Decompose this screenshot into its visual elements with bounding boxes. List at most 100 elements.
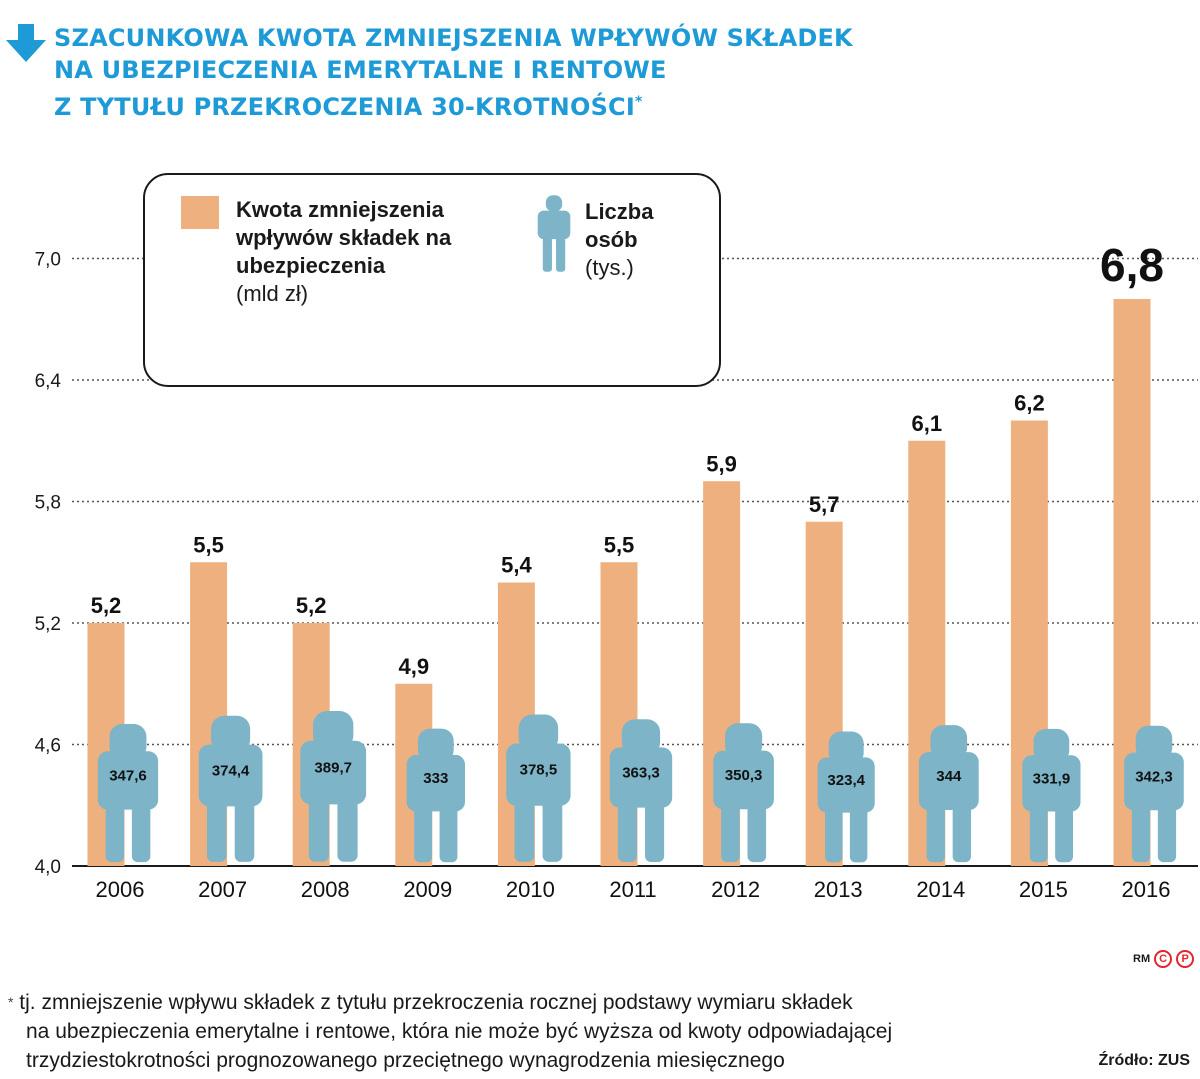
person-head [211, 715, 251, 753]
person-count-label: 331,9 [1033, 770, 1071, 787]
person-leg-left [825, 805, 843, 863]
person-count-label: 344 [936, 768, 962, 785]
footnote-line-3: trzydziestokrotności prognozowanego prze… [26, 1049, 785, 1072]
x-tick-label: 2014 [916, 877, 965, 902]
person-icon [1124, 725, 1184, 863]
person-body [97, 751, 159, 810]
person-leg-right [1157, 802, 1177, 863]
bar-value-label: 6,1 [912, 411, 943, 436]
legend-liczba-label: Liczba osób [585, 199, 654, 252]
y-tick-label: 4,0 [35, 857, 61, 878]
person-icon [918, 725, 979, 863]
x-tick-label: 2015 [1019, 877, 1068, 902]
footnote-line-2: na ubezpieczenia emerytalne i rentowe, k… [26, 1020, 893, 1043]
legend-kwota: Kwota zmniejszenia wpływów składek na ub… [236, 196, 486, 308]
legend-box [143, 173, 721, 387]
person-count-label: 350,3 [725, 767, 763, 784]
person-leg-right [849, 805, 868, 863]
logo-text: RM [1133, 953, 1151, 965]
person-count-label: 323,4 [827, 772, 865, 789]
person-icon [300, 711, 367, 862]
bar-value-label: 6,8 [1100, 239, 1164, 291]
x-tick-label: 2012 [711, 877, 760, 902]
source-note: Źródło: ZUS [1098, 1052, 1190, 1069]
person-body [713, 750, 774, 810]
person-head [109, 724, 147, 760]
person-icon [1022, 728, 1081, 863]
person-leg-left [926, 802, 945, 863]
person-count-label: 374,4 [212, 762, 250, 779]
title-asterisk: * [635, 94, 643, 110]
legend-bar-swatch [181, 196, 219, 229]
person-leg-right [131, 801, 151, 863]
x-tick-label: 2007 [198, 877, 247, 902]
person-head [621, 719, 661, 756]
bar-value-label: 5,4 [501, 553, 532, 578]
person-leg-left [1131, 802, 1151, 863]
person-head [518, 714, 559, 752]
person-body [198, 744, 263, 807]
x-tick-label: 2010 [506, 877, 555, 902]
person-leg-left [206, 798, 227, 862]
footnote-line-1-text: tj. zmniejszenie wpływu składek z tytułu… [19, 991, 853, 1014]
chart: 4,0 4,6 5,2 5,8 6,4 7,0 5,2 347,6 2006 5,5 374,4 20… [35, 173, 1198, 902]
person-leg-right [439, 803, 458, 863]
person-body [406, 754, 465, 812]
y-tick-label: 5,8 [35, 493, 61, 514]
footnote: * tj. zmniejszenie wpływu składek z tytu… [8, 988, 1138, 1075]
person-leg-right [337, 795, 358, 862]
legend-kwota-unit: (mld zł) [236, 281, 309, 306]
person-icon [506, 714, 571, 862]
person-body [817, 757, 875, 813]
publisher-logo: RM C P [1133, 950, 1195, 968]
legend-liczba-unit: (tys.) [585, 255, 634, 280]
footnote-star: * [8, 994, 14, 1010]
bar-value-label: 6,2 [1014, 391, 1045, 416]
person-icon [406, 728, 465, 863]
bar-value-label: 5,2 [91, 593, 122, 618]
person-body [918, 752, 979, 811]
person-head [417, 728, 454, 763]
person-leg-right [952, 802, 971, 863]
person-leg-left [105, 801, 125, 863]
labels-layer: 4,0 4,6 5,2 5,8 6,4 7,0 5,2 347,6 2006 5,5 374,4 20… [35, 239, 1173, 902]
legend-layer [143, 173, 721, 387]
person-count-label: 342,3 [1135, 768, 1173, 785]
bar-value-label: 4,9 [399, 654, 430, 679]
person-count-label: 363,3 [622, 765, 660, 782]
x-tick-label: 2016 [1122, 877, 1171, 902]
person-leg-right [542, 797, 563, 862]
y-tick-label: 5,2 [35, 614, 61, 635]
legend-liczba: Liczba osób (tys.) [585, 198, 685, 282]
person-body [1022, 755, 1081, 812]
person-head [930, 725, 968, 760]
person-leg-left [514, 797, 535, 862]
title-line-3-text: Z TYTUŁU PRZEKROCZENIA 30-KROTNOŚCI [54, 93, 635, 121]
bar-value-label: 5,9 [706, 451, 737, 476]
footnote-line-1: * tj. zmniejszenie wpływu składek z tytu… [8, 988, 1138, 1017]
person-leg-left [617, 799, 637, 862]
person-body [609, 747, 673, 808]
person-leg-left [721, 801, 740, 863]
x-tick-label: 2013 [814, 877, 863, 902]
person-icon [97, 724, 159, 863]
legend-person-icon [537, 195, 571, 272]
x-tick-label: 2009 [403, 877, 452, 902]
x-tick-label: 2011 [609, 877, 656, 902]
bar-value-label: 5,5 [604, 532, 635, 557]
x-tick-label: 2006 [96, 877, 145, 902]
person-leg-left [1029, 804, 1048, 863]
person-head [1033, 728, 1070, 763]
person-count-label: 333 [423, 770, 448, 787]
person-icon [609, 719, 673, 862]
bar-value-label: 5,7 [809, 492, 840, 517]
person-head [1135, 725, 1173, 761]
person-leg-right [234, 798, 255, 862]
person-count-label: 389,7 [314, 760, 352, 777]
person-head [828, 731, 864, 765]
person-body [506, 743, 571, 806]
chart-title: SZACUNKOWA KWOTA ZMNIEJSZENIA WPŁYWÓW SK… [54, 22, 853, 123]
title-line-2: NA UBEZPIECZENIA EMERYTALNE I RENTOWE [54, 56, 667, 84]
person-leg-left [308, 795, 329, 862]
y-tick-label: 4,6 [35, 736, 61, 757]
